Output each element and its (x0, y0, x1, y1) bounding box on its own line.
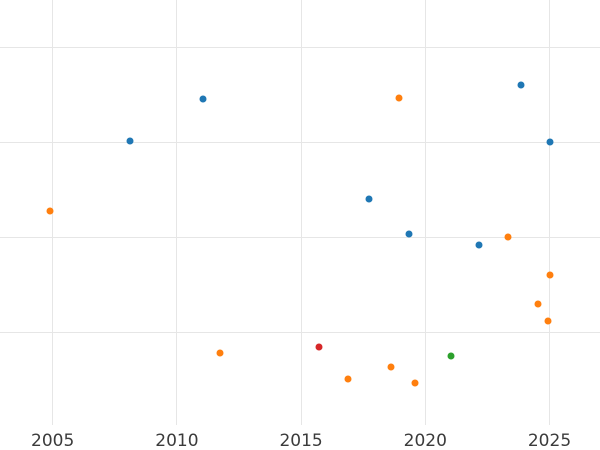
data-point-orange (546, 271, 554, 279)
data-point-orange (411, 379, 419, 387)
vertical-gridline (300, 0, 302, 425)
data-point-orange (387, 363, 395, 371)
data-point-orange (534, 300, 542, 308)
data-point-blue (405, 230, 413, 238)
vertical-gridline (176, 0, 178, 425)
data-point-blue (475, 241, 483, 249)
vertical-gridline (424, 0, 426, 425)
horizontal-gridline (0, 331, 600, 333)
x-tick-label: 2025 (527, 431, 572, 450)
data-point-blue (199, 95, 207, 103)
data-point-orange (395, 94, 403, 102)
data-point-blue (546, 138, 554, 146)
data-point-green (447, 352, 455, 360)
x-tick-label: 2020 (403, 431, 447, 450)
x-tick-label: 2015 (279, 431, 323, 450)
data-point-blue (365, 195, 373, 203)
vertical-gridline (549, 0, 550, 425)
data-point-orange (46, 207, 54, 215)
data-point-red (315, 343, 323, 351)
horizontal-gridline (0, 141, 600, 143)
data-point-orange (344, 375, 352, 383)
data-point-blue (517, 81, 525, 89)
x-tick-label: 2010 (155, 431, 199, 450)
horizontal-gridline (0, 46, 600, 48)
data-point-orange (544, 317, 552, 325)
data-point-blue (126, 137, 134, 145)
plot-area (0, 0, 600, 425)
x-tick-label: 2005 (31, 431, 75, 450)
data-point-orange (216, 349, 224, 357)
horizontal-gridline (0, 236, 600, 238)
data-point-orange (504, 233, 512, 241)
